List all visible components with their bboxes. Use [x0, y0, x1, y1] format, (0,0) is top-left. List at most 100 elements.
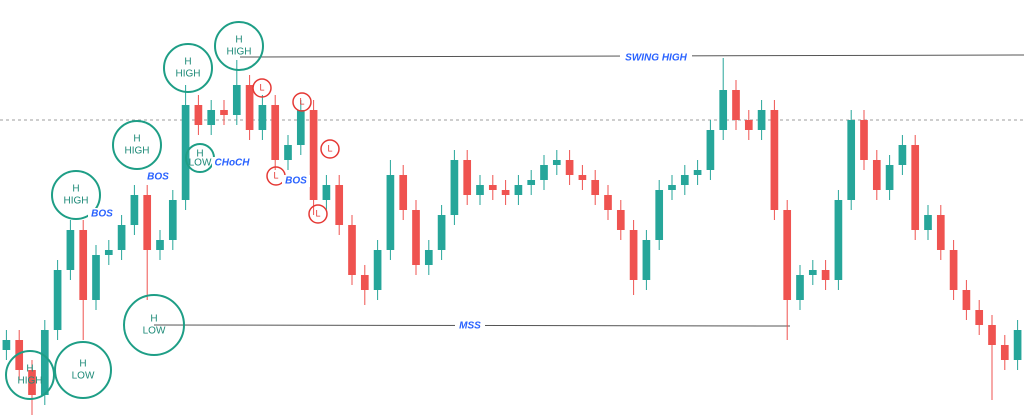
- low-text: L: [273, 170, 278, 180]
- circle-top: H: [235, 35, 242, 46]
- circle-bottom: LOW: [189, 158, 212, 169]
- circle-bottom: HIGH: [125, 146, 150, 157]
- candle-body: [949, 250, 958, 290]
- candle-body: [156, 240, 164, 250]
- candle-body: [783, 210, 792, 300]
- candle-body: [680, 175, 689, 185]
- candle-body: [373, 250, 382, 290]
- candle-body: [348, 225, 356, 275]
- candle-body: [860, 120, 868, 160]
- candle-body: [92, 255, 100, 300]
- label-bg: [144, 171, 172, 183]
- swing-circle: [54, 341, 112, 399]
- candle-body: [271, 105, 280, 160]
- candle-body: [962, 290, 971, 310]
- label-bg: [620, 52, 692, 64]
- candle-body: [40, 330, 49, 395]
- swing-circle: [5, 350, 55, 400]
- candle-body: [540, 165, 548, 180]
- candle-body: [872, 160, 881, 190]
- candle-body: [104, 250, 113, 255]
- candle-body: [514, 185, 523, 195]
- circle-top: H: [184, 57, 191, 68]
- structure-label: SWING HIGH: [625, 53, 687, 64]
- low-circle: [292, 92, 312, 112]
- candle-body: [143, 195, 152, 250]
- candle-body: [578, 175, 587, 180]
- label-bg: [88, 208, 116, 220]
- candle-body: [847, 120, 856, 200]
- candle-body: [565, 160, 574, 175]
- candle-body: [181, 105, 190, 200]
- low-text: L: [259, 82, 264, 92]
- swing-circle: [123, 294, 185, 356]
- candle-body: [450, 160, 459, 215]
- structure-label: CHoCH: [215, 158, 251, 169]
- candle-body: [53, 270, 62, 330]
- structure-label: BOS: [147, 172, 169, 183]
- candle-body: [975, 310, 984, 325]
- candle-body: [437, 215, 446, 250]
- candle-body: [706, 130, 715, 170]
- circle-bottom: HIGH: [176, 69, 201, 80]
- candle-body: [194, 105, 203, 125]
- candle-body: [604, 195, 612, 210]
- candle-body: [796, 275, 804, 300]
- candle-body: [28, 370, 36, 395]
- candle-body: [821, 270, 830, 280]
- candle-body: [911, 145, 920, 230]
- structure-label: MSS: [459, 321, 481, 332]
- circle-top: H: [26, 364, 33, 375]
- candle-body: [1000, 345, 1009, 360]
- candle-body: [412, 210, 420, 265]
- candle-body: [616, 210, 625, 230]
- candle-body: [476, 185, 484, 195]
- circle-bottom: HIGH: [18, 376, 43, 387]
- circle-bottom: LOW: [143, 326, 166, 337]
- candle-body: [258, 105, 267, 130]
- candle-body: [463, 160, 472, 195]
- candle-body: [220, 110, 228, 115]
- swing-circle: [51, 170, 101, 220]
- candle-body: [232, 85, 241, 115]
- candle-body: [386, 175, 395, 250]
- circle-bottom: LOW: [72, 371, 95, 382]
- candle-body: [488, 185, 497, 190]
- label-bg: [282, 175, 310, 187]
- candle-body: [770, 110, 779, 210]
- candle-body: [732, 90, 740, 120]
- candle-body: [296, 110, 305, 145]
- candle-body: [309, 110, 318, 200]
- circle-bottom: HIGH: [64, 196, 89, 207]
- candle-body: [668, 185, 676, 190]
- low-text: L: [315, 208, 320, 218]
- candle-body: [245, 85, 254, 130]
- candle-body: [360, 275, 369, 290]
- swing-circle: [112, 120, 162, 170]
- candle-body: [15, 340, 24, 370]
- circle-top: H: [79, 359, 86, 370]
- candle-body: [629, 230, 638, 280]
- structure-label: BOS: [91, 209, 113, 220]
- candle-body: [693, 170, 702, 175]
- candle-body: [66, 230, 75, 270]
- circle-bottom: HIGH: [227, 47, 252, 58]
- circle-top: H: [150, 314, 157, 325]
- candle-body: [834, 200, 843, 280]
- candle-body: [988, 325, 996, 345]
- candle-body: [130, 195, 139, 225]
- annotations: HHIGHHLOWHHIGHHHIGHHHIGHHHIGHHLOWHLOWLLL…: [5, 21, 692, 400]
- candle-body: [936, 215, 945, 250]
- candle-body: [117, 225, 126, 250]
- candle-body: [552, 160, 561, 165]
- candle-body: [719, 90, 728, 130]
- candle-body: [808, 270, 817, 275]
- candle-body: [322, 185, 331, 200]
- candle-body: [757, 110, 766, 130]
- low-circle: [320, 139, 340, 159]
- candle-body: [501, 190, 510, 195]
- low-text: L: [299, 96, 304, 106]
- candle-body: [399, 175, 408, 210]
- structure-label: BOS: [285, 176, 307, 187]
- candle-body: [885, 165, 894, 190]
